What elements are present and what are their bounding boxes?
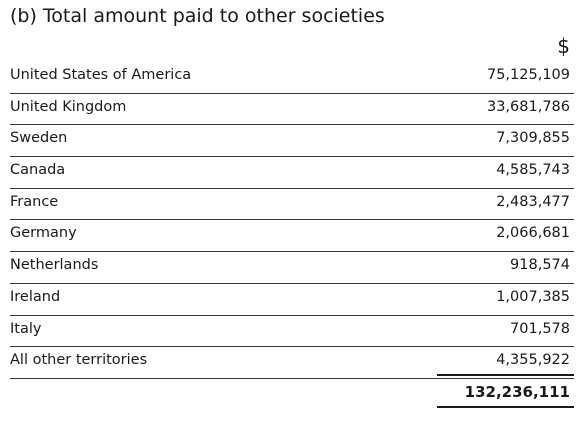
table-row: United States of America 75,125,109 <box>10 62 574 94</box>
table-row: Italy 701,578 <box>10 316 574 348</box>
territory-label: France <box>10 193 59 210</box>
payments-table: United States of America 75,125,109 Unit… <box>10 62 574 379</box>
territory-label: Germany <box>10 225 77 242</box>
amount-value: 4,585,743 <box>496 162 570 179</box>
amount-value: 1,007,385 <box>496 288 570 305</box>
table-row: Germany 2,066,681 <box>10 220 574 253</box>
territory-label: All other territories <box>10 352 148 369</box>
section-title: (b) Total amount paid to other societies <box>10 5 385 27</box>
territory-label: Italy <box>10 320 42 337</box>
table-row: Netherlands 918,574 <box>10 252 574 284</box>
amount-value: 918,574 <box>510 257 570 274</box>
amount-value: 7,309,855 <box>496 130 570 147</box>
total-row: 132,236,111 <box>437 374 574 408</box>
amount-value: 75,125,109 <box>486 67 570 83</box>
territory-label: United Kingdom <box>10 98 127 115</box>
amount-value: 2,066,681 <box>496 225 570 242</box>
table-row: Ireland 1,007,385 <box>10 284 574 316</box>
territory-label: Sweden <box>10 130 68 147</box>
table-row: Sweden 7,309,855 <box>10 125 574 158</box>
amount-value: 701,578 <box>510 320 570 337</box>
amount-value: 2,483,477 <box>496 193 570 210</box>
total-value: 132,236,111 <box>464 383 570 401</box>
territory-label: United States of America <box>10 67 192 83</box>
amount-value: 33,681,786 <box>486 98 570 115</box>
territory-label: Ireland <box>10 288 61 305</box>
territory-label: Canada <box>10 162 66 179</box>
table-row: Canada 4,585,743 <box>10 157 574 189</box>
amount-value: 4,355,922 <box>496 352 570 369</box>
table-row: All other territories 4,355,922 <box>10 347 574 379</box>
territory-label: Netherlands <box>10 257 99 274</box>
table-row: France 2,483,477 <box>10 189 574 221</box>
table-row: United Kingdom 33,681,786 <box>10 94 574 126</box>
currency-header: $ <box>557 34 570 58</box>
